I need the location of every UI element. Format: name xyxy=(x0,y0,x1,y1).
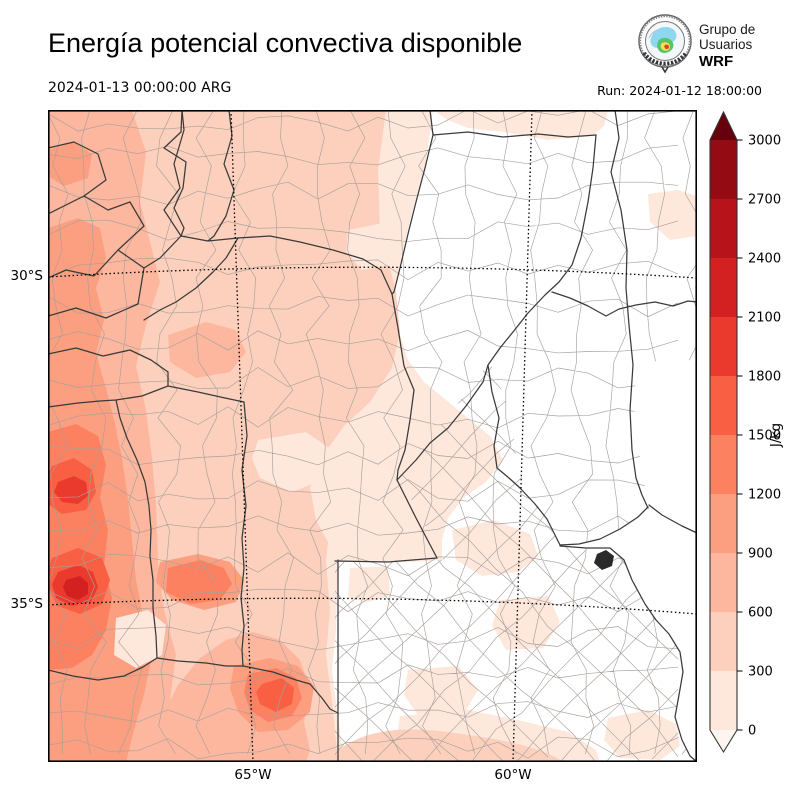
svg-text:1200: 1200 xyxy=(748,488,781,503)
svg-text:0: 0 xyxy=(748,724,756,739)
logo-text: Grupo de Usuarios WRF xyxy=(699,22,755,70)
contour-hole-sw xyxy=(114,610,166,668)
colorbar-segments xyxy=(710,140,737,730)
page-title: Energía potencial convectiva disponible xyxy=(48,28,523,58)
wrf-users-group-logo: Grupo de Usuarios WRF xyxy=(638,14,755,74)
svg-text:1500: 1500 xyxy=(748,429,781,444)
colorbar-over-arrow xyxy=(710,112,737,140)
map-panel xyxy=(48,110,697,762)
valid-time-label: 2024-01-13 00:00:00 ARG xyxy=(48,80,232,96)
logo-line-1: Grupo de xyxy=(699,22,755,37)
logo-line-3: WRF xyxy=(699,53,733,70)
svg-text:1800: 1800 xyxy=(748,370,781,385)
svg-text:2400: 2400 xyxy=(748,252,781,267)
globe-emblem-icon xyxy=(638,14,692,74)
svg-text:2700: 2700 xyxy=(748,193,781,208)
colorbar-unit-label: J/kg xyxy=(769,423,784,448)
cape-contours xyxy=(48,110,697,762)
x-axis-tick-65w: 65°W xyxy=(234,767,272,783)
coastline xyxy=(559,545,697,762)
colorbar-under-arrow xyxy=(710,730,737,752)
county-borders-buenos-aires xyxy=(335,362,679,762)
svg-text:300: 300 xyxy=(748,665,773,680)
colorbar: 0 300 600 900 1200 1500 1800 2100 2400 2700 3000 J… xyxy=(709,110,784,754)
svg-text:2100: 2100 xyxy=(748,311,781,326)
water-rio-de-la-plata xyxy=(560,360,697,762)
logo-line-2: Usuarios xyxy=(699,37,753,52)
run-time-label: Run: 2024-01-12 18:00:00 xyxy=(597,83,762,98)
contour-level-2400 xyxy=(63,576,88,600)
gridline-35s xyxy=(48,597,697,615)
cape-map-svg xyxy=(48,110,697,762)
svg-text:3000: 3000 xyxy=(748,134,781,149)
svg-text:600: 600 xyxy=(748,606,773,621)
y-axis-tick-35s: 35°S xyxy=(10,596,44,612)
y-axis-tick-30s: 30°S xyxy=(10,268,44,284)
gridline-30s xyxy=(48,266,697,279)
colorbar-ticks: 0 300 600 900 1200 1500 1800 2100 2400 2700 3000 xyxy=(737,134,781,739)
svg-text:900: 900 xyxy=(748,547,773,562)
map-frame xyxy=(48,110,697,762)
x-axis-tick-60w: 60°W xyxy=(494,767,532,783)
buenos-aires-city-area xyxy=(594,550,614,570)
gridlines xyxy=(48,110,697,762)
